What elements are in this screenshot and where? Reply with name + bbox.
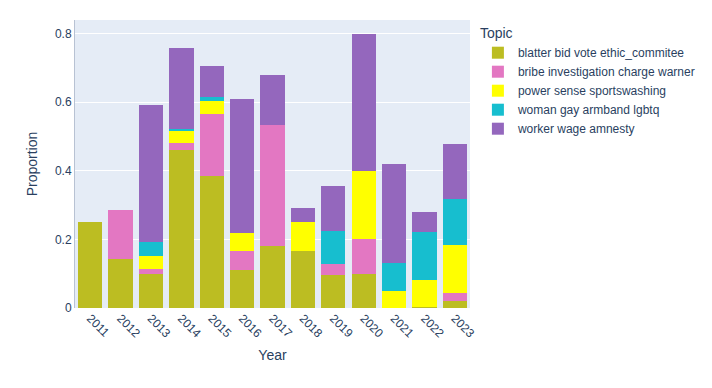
svg-text:2020: 2020 <box>357 311 386 340</box>
svg-text:Topic: Topic <box>480 25 513 41</box>
svg-text:worker wage amnesty: worker wage amnesty <box>517 122 635 136</box>
svg-text:2013: 2013 <box>145 311 174 340</box>
svg-text:2023: 2023 <box>448 311 477 340</box>
svg-text:woman gay armband lgbtq: woman gay armband lgbtq <box>517 103 659 117</box>
svg-text:2016: 2016 <box>236 311 265 340</box>
svg-text:2014: 2014 <box>175 311 204 340</box>
svg-text:2011: 2011 <box>84 311 112 339</box>
svg-text:Proportion: Proportion <box>24 132 40 197</box>
svg-text:0: 0 <box>65 301 72 315</box>
svg-text:2018: 2018 <box>297 311 326 340</box>
svg-text:power sense sportswashing: power sense sportswashing <box>518 84 666 98</box>
svg-text:2017: 2017 <box>266 311 295 340</box>
svg-text:Year: Year <box>258 347 287 363</box>
svg-text:2019: 2019 <box>327 311 356 340</box>
svg-text:2021: 2021 <box>388 311 417 340</box>
svg-text:0.8: 0.8 <box>55 27 72 41</box>
svg-text:bribe investigation charge war: bribe investigation charge warner <box>518 65 695 79</box>
svg-text:2015: 2015 <box>205 311 234 340</box>
svg-text:blatter bid vote ethic_commite: blatter bid vote ethic_commitee <box>518 46 684 60</box>
svg-text:0.2: 0.2 <box>55 233 72 247</box>
svg-text:2012: 2012 <box>114 311 143 340</box>
svg-text:0.4: 0.4 <box>55 164 72 178</box>
svg-text:0.6: 0.6 <box>55 95 72 109</box>
svg-text:2022: 2022 <box>418 311 447 340</box>
